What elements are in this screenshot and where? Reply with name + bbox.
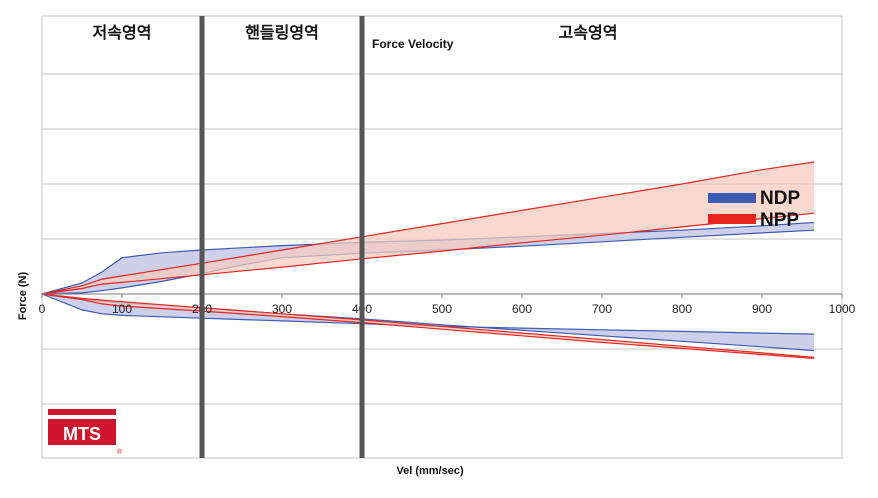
legend-swatch-ndp (708, 193, 756, 203)
line-npp-upper (41, 293, 815, 358)
legend-label-npp: NPP (760, 210, 799, 231)
x-tick-label: 1000 (829, 302, 856, 316)
logo-bar (48, 409, 116, 415)
line-ndp-upper (41, 293, 815, 352)
band-npp-rebound (42, 294, 814, 359)
band-ndp-rebound (42, 294, 814, 351)
legend-swatch-npp (708, 214, 756, 224)
x-tick-label: 0 (39, 302, 46, 316)
region-label: 고속영역 (559, 23, 618, 42)
data-bands (41, 161, 815, 359)
x-tick-label: 800 (672, 302, 692, 316)
legend-label-ndp: NDP (760, 188, 800, 209)
mts-logo: MTS ® (48, 409, 123, 456)
grid-lines (41, 15, 843, 459)
x-tick-label: 500 (432, 302, 452, 316)
x-tick-label: 900 (752, 302, 772, 316)
region-dividers (199, 16, 365, 458)
annotation-force-velocity: Force Velocity (372, 37, 454, 51)
x-tick-label: 700 (592, 302, 612, 316)
logo-text: MTS (63, 424, 101, 444)
x-tick-label: 100 (112, 302, 132, 316)
region-label: 저속영역 (93, 23, 152, 42)
logo-box (48, 419, 116, 445)
band-npp-compression (42, 162, 814, 294)
x-tick-label: 600 (512, 302, 532, 316)
legend: NDP NPP (708, 188, 800, 231)
region-label: 핸들링영역 (245, 23, 319, 42)
y-axis-title: Force (N) (17, 272, 29, 321)
x-tick-label: 300 (272, 302, 292, 316)
x-axis-title: Vel (mm/sec) (396, 465, 464, 477)
region-labels: 저속영역 핸들링영역 고속영역 (93, 23, 618, 42)
logo-registered-mark: ® (117, 448, 123, 456)
